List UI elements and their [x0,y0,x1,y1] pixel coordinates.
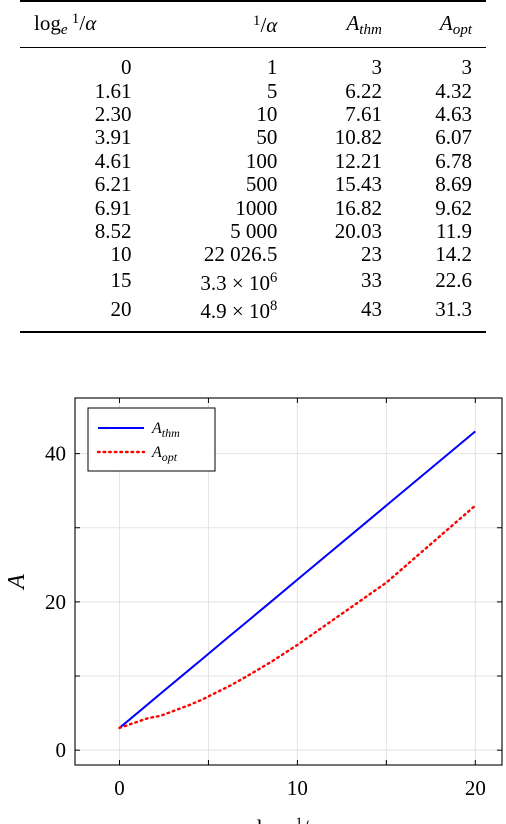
cell-log: 10 [110,242,132,267]
cell-a-thm: 23 [360,242,382,267]
table-row: 3.91 50 10.82 6.07 [20,126,486,149]
x-tick-label: 20 [465,776,486,800]
cell-a-opt: 9.62 [435,195,472,220]
cell-a-opt: 6.78 [435,148,472,173]
y-tick-label: 40 [45,442,66,466]
table-row: 6.21 500 15.43 8.69 [20,173,486,196]
cell-log: 2.30 [94,102,132,127]
chart-ticks: 0 10 20 0 20 40 [45,398,502,800]
header-a-opt: Aopt [395,0,486,49]
header-inverse-alpha: 1/α [145,0,292,49]
y-tick-label: 20 [45,590,66,614]
cell-a-opt: 14.2 [435,242,472,267]
y-axis-label: A [4,574,30,591]
table-row: 0 1 3 3 [20,48,486,80]
table-row: 8.52 5 000 20.03 11.9 [20,219,486,244]
table-row: 20 4.9 × 108 43 31.3 [20,295,486,333]
cell-a-thm: 6.22 [345,78,382,103]
cell-a-opt: 8.69 [435,172,472,197]
cell-a-opt: 6.07 [435,125,472,150]
table-row: 10 22 026.5 23 14.2 [20,243,486,266]
cell-a-thm: 7.61 [345,102,382,127]
cell-a-thm: 43 [291,295,396,333]
legend-box [87,407,216,472]
results-table-container: loge 1/α 1/α Athm Aopt 0 1 3 3 1.61 5 6.22 4.32… [20,0,486,333]
cell-inverse-alpha: 3.3 × 106 [200,269,278,295]
cell-log: 4.61 [94,148,132,173]
series-line-thm [118,430,476,729]
chart-legend: Athm Aopt [87,407,216,472]
cell-a-thm: 20.03 [334,219,382,244]
table-row: 4.61 100 12.21 6.78 [20,148,486,173]
table-row: 6.91 1000 16.82 9.62 [20,195,486,220]
cell-log: 1.61 [94,78,132,103]
table-row: 2.30 10 7.61 4.63 [20,102,486,127]
table-row: 1.61 5 6.22 4.32 [20,78,486,103]
cell-inverse-alpha: 100 [245,148,278,173]
cell-inverse-alpha: 1000 [235,195,278,220]
cell-a-thm: 12.21 [334,148,382,173]
cell-inverse-alpha: 5 000 [230,219,278,244]
cell-a-opt: 31.3 [395,295,486,333]
table-header-row: loge 1/α 1/α Athm Aopt [20,0,486,49]
cell-a-thm: 3 [371,55,382,80]
cell-a-thm: 15.43 [334,172,382,197]
cell-a-opt: 4.63 [435,102,472,127]
cell-log: 3.91 [94,125,132,150]
cell-a-thm: 10.82 [334,125,382,150]
cell-a-thm: 33 [360,268,382,293]
cell-a-opt: 4.32 [435,78,472,103]
cell-a-opt: 11.9 [436,219,472,244]
header-log-inverse-alpha: loge 1/α [20,0,146,49]
cell-inverse-alpha: 10 [256,102,278,127]
chart-series [118,430,477,730]
y-tick-label: 0 [56,738,67,762]
table-body: 0 1 3 3 1.61 5 6.22 4.32 2.30 10 7.61 4.63 3.91 50 10.… [20,48,486,333]
cell-inverse-alpha: 50 [256,125,278,150]
results-table: loge 1/α 1/α Athm Aopt 0 1 3 3 1.61 5 6.22 4.32… [20,0,486,333]
cell-log: 15 [110,268,132,293]
series-line-opt [118,504,477,730]
cell-a-opt: 22.6 [435,268,472,293]
cell-inverse-alpha: 5 [266,78,278,103]
cell-log: 0 [120,55,132,80]
cell-inverse-alpha: 1 [266,55,278,80]
cell-inverse-alpha: 500 [245,172,278,197]
cell-log: 8.52 [94,219,132,244]
cell-a-thm: 16.82 [334,195,382,220]
cell-a-opt: 3 [461,55,473,80]
plot-frame [74,397,503,766]
x-tick-label: 10 [287,776,308,800]
legend-label-opt: Aopt [151,444,178,464]
x-tick-label: 0 [114,776,125,800]
table-row: 15 3.3 × 106 33 22.6 [20,267,486,295]
cell-inverse-alpha: 22 026.5 [203,242,278,267]
header-a-thm: Athm [291,0,396,49]
cell-log: 6.91 [94,195,132,220]
cell-inverse-alpha: 4.9 × 108 [145,295,292,333]
legend-label-thm: Athm [151,420,180,440]
x-axis-label-slash: / [303,815,310,824]
cell-log: 6.21 [94,172,132,197]
cell-log: 20 [20,295,146,333]
